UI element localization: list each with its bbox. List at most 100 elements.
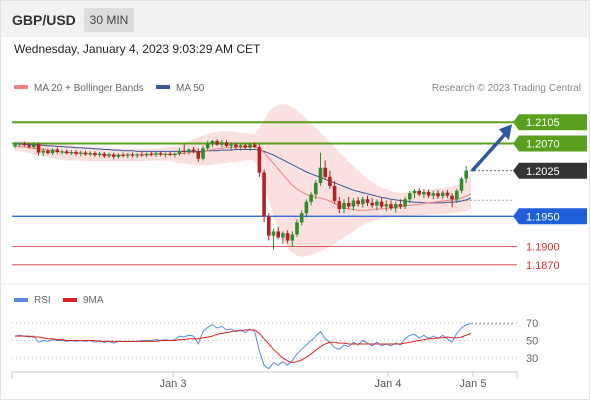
candle-body	[102, 153, 107, 157]
candle-body	[163, 153, 168, 155]
candle-body	[342, 202, 346, 209]
candle-body	[97, 153, 102, 155]
candle-body	[234, 144, 238, 148]
x-axis: Jan 3 Jan 4 Jan 5	[160, 372, 486, 390]
rsi-legend-label: RSI	[34, 295, 51, 306]
candle-body	[215, 141, 219, 145]
candle-body	[252, 144, 257, 148]
candle-body	[248, 144, 252, 148]
candle-body	[365, 199, 370, 203]
candle-body	[107, 154, 111, 157]
candle-body	[431, 193, 436, 196]
candle-body	[459, 178, 464, 191]
candle-body	[149, 153, 154, 155]
candle-body	[455, 190, 459, 200]
price-panel: 1.2105 1.2070 1.2025 1.1950 1.1900 1.1870	[12, 104, 587, 272]
level-label-1.1870: 1.1870	[526, 260, 560, 272]
level-tag-text: 1.2070	[526, 138, 560, 150]
candle-body	[144, 153, 149, 155]
x-tick-label: Jan 3	[160, 378, 187, 390]
candle-body	[88, 153, 92, 155]
candle-body	[379, 201, 384, 207]
candle-body	[281, 233, 285, 238]
candle-body	[210, 141, 215, 144]
rsi-legend-swatch	[14, 298, 28, 302]
ma20-legend-label: MA 20 + Bollinger Bands	[34, 83, 144, 94]
candle-body	[309, 194, 313, 202]
candle-body	[158, 153, 163, 155]
ma20-legend-swatch	[14, 85, 28, 89]
candle-body	[50, 149, 55, 154]
rsi-ma-legend-swatch	[63, 298, 77, 302]
candle-body	[79, 152, 83, 154]
candle-body	[116, 154, 121, 157]
candle-body	[140, 154, 144, 156]
level-tag-1.2105: 1.2105	[513, 114, 587, 131]
candle-body	[173, 153, 177, 155]
candle-body	[135, 154, 139, 156]
candle-body	[361, 199, 365, 205]
candle-body	[154, 153, 158, 155]
candle-body	[224, 142, 229, 146]
candle-body	[290, 234, 295, 241]
rsi-ma-legend-label: 9MA	[83, 295, 104, 306]
datetime-label: Wednesday, January 4, 2023 9:03:29 AM CE…	[14, 42, 261, 56]
candle-body	[450, 195, 454, 200]
candle-body	[422, 192, 426, 195]
candle-body	[83, 152, 88, 155]
candle-body	[408, 193, 412, 200]
header-bar: GBP/USD 30 MIN	[1, 1, 589, 37]
ma50-line	[14, 143, 472, 204]
candle-body	[27, 145, 31, 148]
forecast-arrow-shaft	[471, 131, 508, 172]
rsi-series-9MA	[15, 329, 472, 364]
symbol-title: GBP/USD	[12, 12, 76, 28]
level-tag-1.1950: 1.1950	[513, 208, 587, 225]
candle-body	[46, 150, 50, 154]
candle-body	[22, 143, 27, 146]
x-tick-label: Jan 4	[375, 378, 402, 390]
candle-body	[32, 144, 36, 148]
candle-body	[332, 185, 337, 202]
candle-body	[121, 154, 125, 156]
candle-body	[267, 216, 271, 236]
candle-body	[182, 150, 186, 152]
candle-body	[220, 142, 224, 145]
candle-body	[403, 199, 407, 207]
rsi-tick-30: 30	[526, 353, 538, 365]
candle-body	[436, 193, 440, 197]
candle-body	[464, 170, 468, 179]
candle-body	[64, 151, 69, 154]
candle-body	[55, 149, 60, 152]
level-tag-bg	[513, 208, 587, 225]
candle-body	[271, 231, 276, 236]
rsi-tick-50: 50	[526, 336, 538, 348]
candle-body	[238, 145, 243, 148]
candle-body	[314, 182, 318, 195]
candle-body	[393, 204, 398, 209]
candle-body	[17, 143, 22, 145]
timeframe-button[interactable]: 30 MIN	[84, 8, 134, 32]
level-tag-text: 1.1950	[526, 211, 560, 223]
candle-body	[205, 143, 210, 149]
candle-body	[69, 151, 74, 154]
candle-body	[389, 204, 393, 209]
level-tag-text: 1.2105	[526, 117, 560, 129]
candle-body	[285, 233, 290, 241]
candle-body	[304, 201, 309, 214]
candle-body	[328, 176, 332, 186]
candle-body	[426, 192, 431, 196]
candle-body	[130, 154, 135, 156]
candle-body	[201, 148, 205, 159]
candle-body	[177, 150, 182, 154]
level-label-1.1900: 1.1900	[526, 242, 560, 254]
forecast-arrow-head	[499, 124, 512, 141]
ma50-legend-label: MA 50	[176, 83, 205, 94]
candle-body	[187, 149, 191, 152]
candle-body	[36, 144, 41, 153]
level-tag-bg	[513, 162, 587, 179]
candle-body	[74, 151, 78, 154]
bollinger-band	[15, 104, 471, 257]
